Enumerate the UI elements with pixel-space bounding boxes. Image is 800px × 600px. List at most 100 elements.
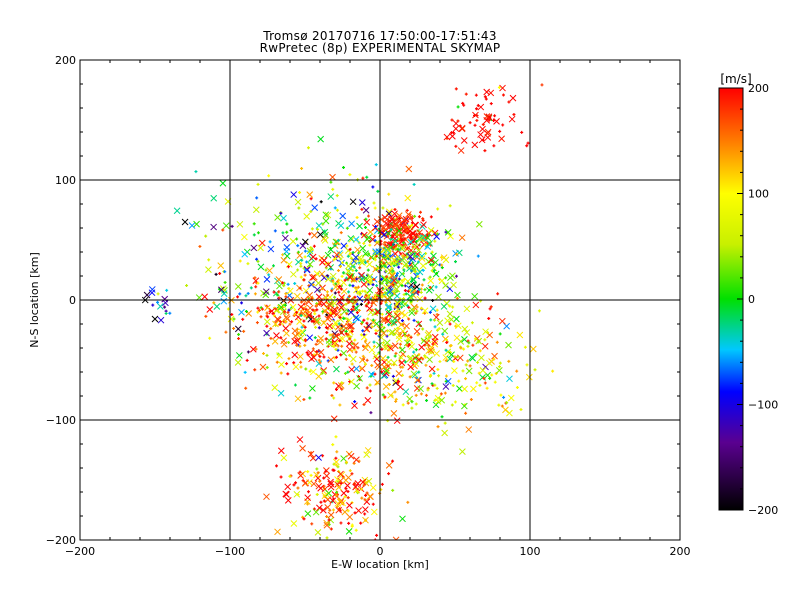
data-point-cross — [432, 259, 439, 266]
data-point-plus — [436, 425, 440, 429]
data-point-cross — [352, 254, 360, 261]
data-point-cross — [442, 256, 450, 264]
data-point-plus — [453, 355, 457, 359]
data-point-plus — [361, 354, 365, 358]
data-point-cross — [458, 125, 466, 133]
data-point-plus — [319, 500, 323, 504]
data-point-plus — [466, 344, 470, 348]
data-point-plus — [328, 508, 332, 512]
data-point-cross — [359, 478, 367, 486]
data-point-plus — [449, 343, 453, 347]
data-point-plus — [272, 314, 276, 318]
data-point-cross — [516, 331, 524, 339]
data-point-cross — [465, 367, 473, 375]
data-point-plus — [423, 296, 427, 300]
data-point-cross — [400, 227, 408, 235]
data-point-plus — [208, 336, 212, 340]
y-tick-label: −200 — [46, 534, 76, 547]
data-point-plus — [296, 486, 300, 490]
data-point-plus — [312, 320, 316, 324]
data-point-plus — [368, 281, 372, 285]
data-point-plus — [223, 280, 227, 284]
data-point-plus — [346, 317, 350, 321]
data-point-plus — [448, 204, 452, 208]
data-point-cross — [310, 480, 318, 488]
data-point-cross — [410, 370, 418, 378]
data-point-cross — [370, 508, 378, 516]
data-point-cross — [249, 345, 257, 353]
data-point-cross — [399, 515, 406, 523]
data-point-cross — [283, 313, 290, 321]
data-point-plus — [520, 130, 524, 134]
data-point-cross — [392, 220, 399, 228]
data-point-cross — [499, 84, 506, 92]
data-point-plus — [407, 317, 411, 321]
data-point-plus — [325, 290, 329, 294]
data-point-cross — [358, 199, 366, 206]
data-point-plus — [380, 323, 384, 327]
data-point-plus — [334, 355, 338, 359]
data-point-cross — [463, 329, 471, 336]
data-point-plus — [459, 346, 463, 350]
data-point-plus — [435, 308, 439, 312]
data-point-plus — [287, 357, 291, 361]
data-point-plus — [347, 521, 351, 525]
data-point-cross — [309, 253, 317, 261]
data-point-cross — [302, 287, 310, 295]
data-point-cross — [322, 217, 330, 225]
data-point-plus — [278, 323, 282, 327]
data-point-plus — [335, 306, 339, 310]
data-point-cross — [303, 213, 311, 220]
data-point-plus — [419, 392, 423, 396]
data-point-plus — [381, 206, 385, 210]
data-point-plus — [444, 379, 448, 383]
data-point-cross — [294, 198, 302, 206]
data-point-plus — [375, 284, 379, 288]
data-point-plus — [428, 374, 432, 378]
data-point-plus — [256, 306, 260, 310]
data-point-plus — [298, 470, 302, 474]
data-point-plus — [356, 490, 360, 494]
data-point-plus — [362, 241, 366, 245]
data-point-plus — [298, 344, 302, 348]
data-point-cross — [381, 276, 389, 284]
data-point-plus — [376, 293, 380, 297]
data-point-plus — [293, 383, 297, 387]
x-tick-label: 0 — [377, 545, 384, 558]
data-point-plus — [474, 93, 478, 97]
data-point-cross — [424, 331, 432, 339]
data-point-cross — [465, 426, 473, 433]
data-point-plus — [358, 266, 362, 270]
data-point-cross — [383, 339, 391, 347]
data-point-cross — [263, 329, 270, 337]
data-point-cross — [213, 303, 221, 310]
data-point-cross — [366, 273, 374, 281]
data-point-plus — [230, 224, 234, 228]
data-point-plus — [375, 533, 379, 537]
data-point-plus — [413, 252, 417, 256]
data-point-cross — [293, 292, 301, 300]
data-point-cross — [218, 286, 225, 294]
data-point-cross — [296, 436, 304, 443]
data-point-plus — [346, 370, 350, 374]
data-point-cross — [456, 385, 463, 392]
data-point-plus — [230, 313, 234, 317]
data-point-plus — [364, 339, 368, 343]
data-point-plus — [396, 381, 400, 385]
data-point-plus — [497, 403, 501, 407]
data-point-cross — [440, 303, 448, 310]
data-point-cross — [294, 395, 302, 403]
data-point-plus — [259, 315, 263, 319]
data-point-cross — [311, 204, 319, 211]
data-point-plus — [266, 344, 270, 348]
data-point-cross — [380, 363, 388, 371]
data-point-cross — [320, 300, 328, 308]
data-point-plus — [268, 240, 272, 244]
data-point-plus — [475, 381, 479, 385]
data-point-cross — [267, 245, 275, 253]
data-point-cross — [460, 137, 468, 144]
data-point-cross — [479, 374, 486, 381]
data-point-cross — [312, 508, 320, 516]
data-point-cross — [324, 275, 332, 283]
data-point-plus — [232, 317, 236, 321]
